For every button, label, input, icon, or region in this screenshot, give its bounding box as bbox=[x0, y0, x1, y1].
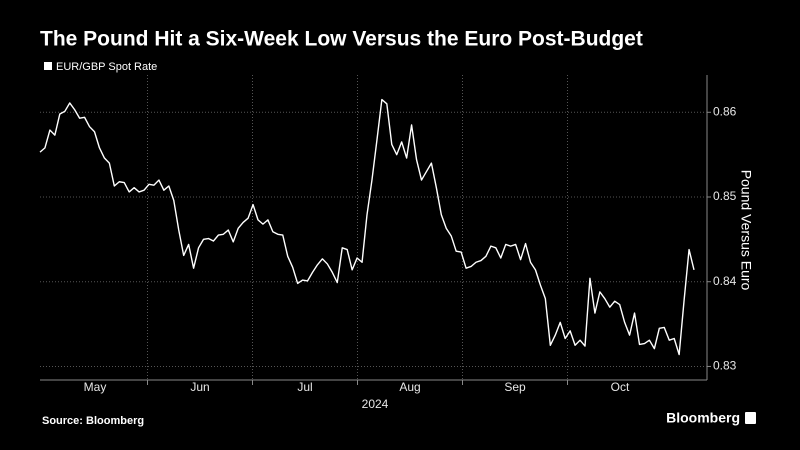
y-tick-label: 0.83 bbox=[713, 359, 737, 373]
y-tick-label: 0.85 bbox=[713, 189, 737, 203]
x-tick-label: May bbox=[84, 380, 107, 394]
source: Source: Bloomberg bbox=[42, 415, 144, 427]
y-tick-label: 0.84 bbox=[713, 274, 737, 288]
legend-swatch bbox=[44, 62, 52, 70]
x-tick-label: Sep bbox=[504, 380, 526, 394]
brand: Bloomberg bbox=[666, 410, 740, 426]
line-series bbox=[39, 98, 695, 356]
legend-label: EUR/GBP Spot Rate bbox=[56, 61, 157, 73]
x-tick-label: Aug bbox=[399, 380, 420, 394]
x-tick-label: Oct bbox=[611, 380, 630, 394]
y-tick-label: 0.86 bbox=[713, 104, 737, 118]
x-tick-label: Jun bbox=[190, 380, 209, 394]
chart-title: The Pound Hit a Six-Week Low Versus the … bbox=[40, 28, 643, 51]
y-axis-label: Pound Versus Euro bbox=[738, 170, 754, 291]
x-tick-label: Jul bbox=[297, 380, 312, 394]
x-axis-label: 2024 bbox=[362, 397, 389, 411]
brand-icon bbox=[745, 412, 756, 424]
